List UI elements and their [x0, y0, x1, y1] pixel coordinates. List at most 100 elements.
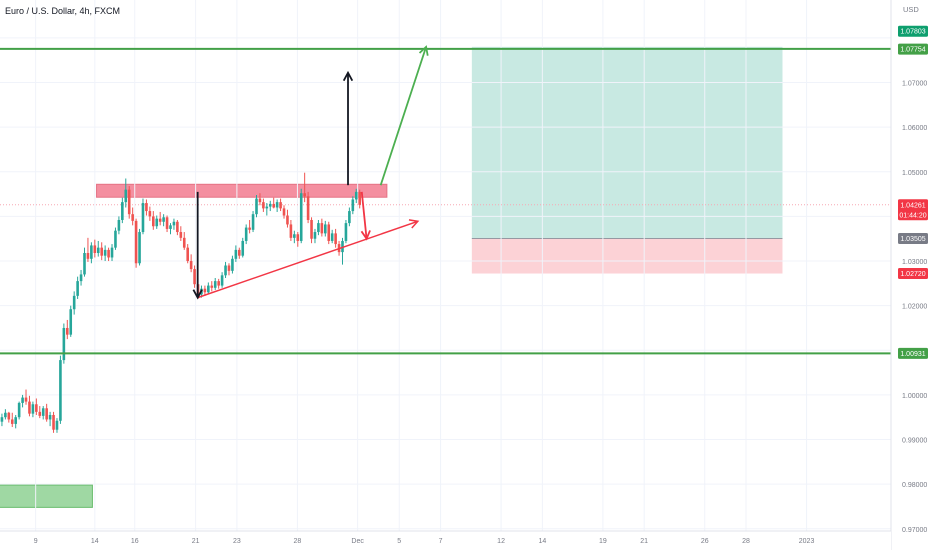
candle-body[interactable] [103, 249, 107, 256]
candle-body[interactable] [148, 211, 152, 217]
candle-body[interactable] [303, 193, 306, 197]
candle-body[interactable] [354, 191, 358, 200]
green-arrow[interactable] [379, 46, 427, 186]
candle-body[interactable] [24, 397, 28, 402]
candle-body[interactable] [299, 193, 303, 241]
candle-body[interactable] [55, 420, 59, 430]
candle-body[interactable] [72, 295, 76, 310]
candle-body[interactable] [96, 247, 100, 254]
candle-body[interactable] [324, 224, 327, 234]
candle-body[interactable] [244, 227, 248, 241]
time-axis-panel[interactable] [0, 531, 891, 550]
candle-body[interactable] [317, 223, 320, 233]
candle-body[interactable] [155, 218, 159, 227]
candle-body[interactable] [258, 198, 262, 203]
candle-body[interactable] [262, 202, 265, 209]
current-price-tag-bg[interactable] [898, 199, 928, 221]
candle-body[interactable] [145, 203, 148, 212]
stop-price-tag-bg[interactable] [898, 268, 928, 280]
candle-body[interactable] [76, 281, 79, 296]
stop-zone[interactable] [471, 238, 783, 274]
candle-body[interactable] [131, 214, 134, 221]
candle-body[interactable] [41, 408, 45, 416]
candle-body[interactable] [313, 232, 317, 239]
candle-body[interactable] [182, 237, 186, 248]
candle-body[interactable] [193, 269, 196, 285]
target-zone[interactable] [471, 46, 783, 239]
candle-body[interactable] [141, 203, 145, 233]
candle-body[interactable] [344, 223, 348, 241]
candle-body[interactable] [38, 411, 42, 416]
candle-body[interactable] [172, 221, 176, 226]
candle-body[interactable] [327, 224, 331, 241]
candle-body[interactable] [14, 417, 17, 424]
candle-body[interactable] [176, 221, 179, 233]
candle-body[interactable] [45, 408, 48, 420]
candle-body[interactable] [289, 224, 293, 238]
candle-body[interactable] [31, 404, 35, 414]
candle-body[interactable] [251, 214, 255, 230]
candle-body[interactable] [121, 202, 124, 220]
candle-body[interactable] [207, 285, 210, 293]
candle-body[interactable] [17, 402, 21, 418]
candle-body[interactable] [330, 233, 334, 241]
candle-body[interactable] [4, 412, 7, 418]
candle-body[interactable] [127, 189, 131, 215]
candle-body[interactable] [90, 245, 93, 259]
candle-body[interactable] [282, 208, 286, 216]
candle-body[interactable] [152, 216, 155, 227]
candle-body[interactable] [162, 217, 165, 222]
candle-body[interactable] [358, 191, 361, 205]
candle-body[interactable] [7, 412, 11, 420]
candle-body[interactable] [66, 327, 69, 335]
candle-body[interactable] [293, 234, 296, 238]
candle-body[interactable] [220, 275, 224, 286]
candle-body[interactable] [0, 417, 4, 422]
candle-body[interactable] [203, 288, 207, 293]
support-price-tag-bg[interactable] [898, 347, 928, 359]
upper-level-tag-bg[interactable] [898, 25, 928, 37]
candle-body[interactable] [306, 196, 310, 220]
candle-body[interactable] [35, 404, 38, 412]
entry-price-tag-bg[interactable] [898, 233, 928, 245]
candle-body[interactable] [224, 265, 227, 276]
candle-body[interactable] [28, 401, 31, 414]
candle-body[interactable] [158, 218, 162, 222]
candle-body[interactable] [86, 253, 90, 259]
candle-body[interactable] [59, 360, 62, 421]
bottom-box[interactable] [0, 484, 93, 508]
candle-body[interactable] [334, 233, 337, 245]
candle-body[interactable] [79, 274, 83, 282]
candle-body[interactable] [213, 281, 217, 288]
candle-body[interactable] [124, 189, 128, 203]
candle-body[interactable] [234, 249, 238, 259]
candle-body[interactable] [10, 419, 14, 424]
candle-body[interactable] [93, 245, 97, 254]
candle-body[interactable] [169, 225, 172, 229]
candle-body[interactable] [310, 219, 313, 239]
candle-body[interactable] [114, 230, 117, 248]
candle-body[interactable] [210, 285, 214, 288]
candle-body[interactable] [238, 249, 241, 256]
candle-body[interactable] [348, 211, 351, 224]
red-arrow[interactable] [360, 191, 368, 239]
candle-body[interactable] [83, 253, 86, 275]
candle-body[interactable] [268, 203, 272, 207]
candle-body[interactable] [255, 198, 258, 215]
candle-body[interactable] [341, 240, 344, 253]
candle-body[interactable] [117, 219, 121, 231]
rising-trend-line[interactable] [197, 220, 419, 299]
candle-body[interactable] [100, 247, 103, 256]
candle-body[interactable] [186, 247, 189, 262]
candle-body[interactable] [179, 232, 183, 238]
candle-body[interactable] [48, 414, 52, 420]
candle-body[interactable] [107, 249, 110, 258]
candle-body[interactable] [279, 202, 282, 209]
candle-body[interactable] [110, 247, 114, 258]
candle-body[interactable] [231, 258, 234, 271]
candle-body[interactable] [265, 206, 269, 209]
candle-body[interactable] [138, 232, 141, 264]
candle-body[interactable] [21, 397, 24, 403]
